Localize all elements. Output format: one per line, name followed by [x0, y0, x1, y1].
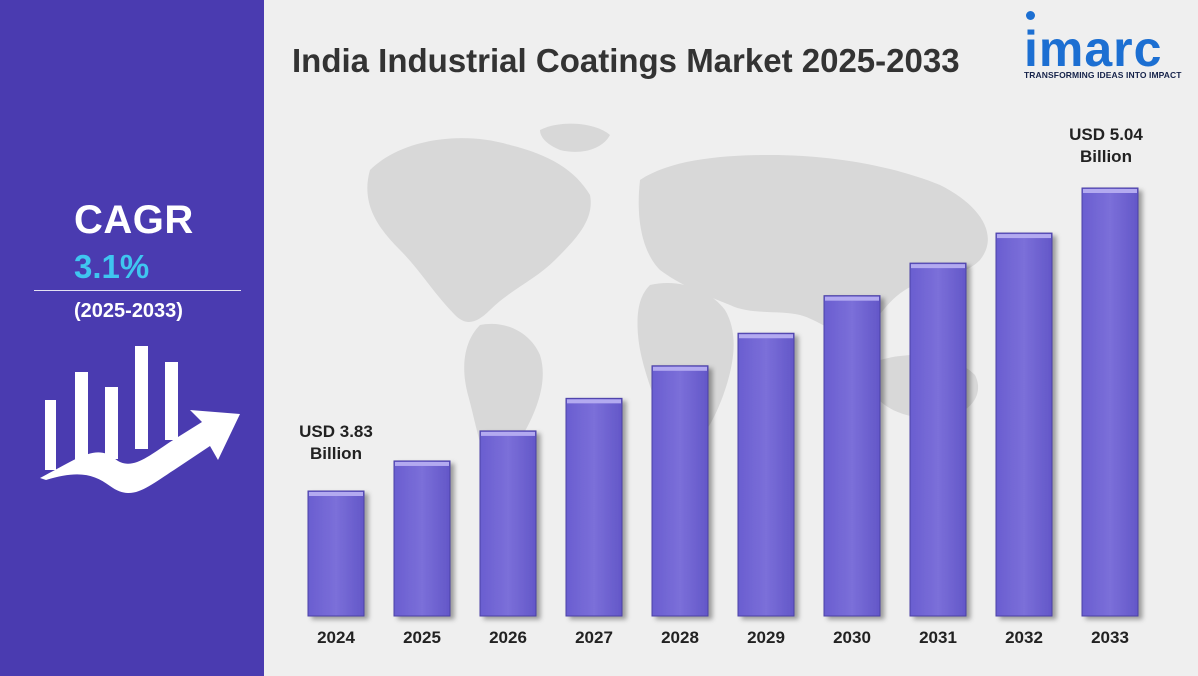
- divider: [34, 290, 241, 291]
- x-tick-label-2030: 2030: [833, 628, 871, 647]
- bar-2030: [823, 295, 881, 617]
- cagr-value: 3.1%: [74, 248, 150, 285]
- x-tick-label-2032: 2032: [1005, 628, 1043, 647]
- bar-2025: [393, 460, 451, 617]
- bar-highlight-2024: [309, 492, 363, 496]
- bar-highlight-2028: [653, 366, 707, 371]
- logo-dot-icon: [1026, 11, 1035, 20]
- x-tick-label-2028: 2028: [661, 628, 699, 647]
- x-tick-label-2025: 2025: [403, 628, 441, 647]
- imarc-logo: imarc TRANSFORMING IDEAS INTO IMPACT: [1020, 10, 1185, 80]
- bar-highlight-2027: [567, 399, 621, 404]
- bar-2032: [995, 232, 1053, 617]
- cagr-period: (2025-2033): [74, 300, 183, 322]
- end-value-callout: USD 5.04 Billion: [1060, 124, 1152, 168]
- end-value-unit: Billion: [1080, 147, 1132, 167]
- x-tick-label-2027: 2027: [575, 628, 613, 647]
- start-value-unit: Billion: [310, 444, 362, 464]
- bar-highlight-2030: [825, 296, 879, 301]
- x-tick-label-2033: 2033: [1091, 628, 1129, 647]
- bar-2033: [1081, 187, 1139, 617]
- bar-highlight-2033: [1083, 189, 1137, 193]
- logo-wordmark: imarc: [1024, 21, 1163, 77]
- logo-tagline: TRANSFORMING IDEAS INTO IMPACT: [1024, 70, 1182, 80]
- bar-2028: [651, 365, 709, 617]
- x-tick-label-2029: 2029: [747, 628, 785, 647]
- bar-highlight-2031: [911, 264, 965, 269]
- bar-2031: [909, 262, 967, 617]
- bar-2026: [479, 430, 537, 617]
- bar-2027: [565, 397, 623, 617]
- start-value-amount: USD 3.83: [299, 422, 373, 441]
- cagr-panel: CAGR 3.1% (2025-2033): [0, 0, 264, 676]
- bar-2024: [307, 490, 365, 617]
- start-value-callout: USD 3.83 Billion: [290, 421, 382, 465]
- bar-highlight-2029: [739, 334, 793, 339]
- bar-highlight-2026: [481, 431, 535, 436]
- growth-chart-arrow-icon: [40, 346, 240, 494]
- bar-2029: [737, 332, 795, 617]
- x-tick-label-2024: 2024: [317, 628, 355, 647]
- x-tick-label-2026: 2026: [489, 628, 527, 647]
- bar-highlight-2032: [997, 234, 1051, 239]
- end-value-amount: USD 5.04: [1069, 125, 1143, 144]
- chart-title: India Industrial Coatings Market 2025-20…: [292, 42, 960, 79]
- bar-highlight-2025: [395, 461, 449, 466]
- x-tick-label-2031: 2031: [919, 628, 957, 647]
- cagr-label: CAGR: [74, 198, 194, 242]
